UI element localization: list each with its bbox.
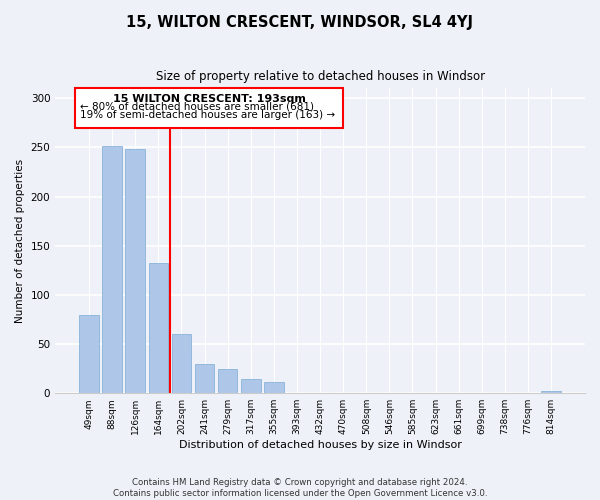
- Text: 19% of semi-detached houses are larger (163) →: 19% of semi-detached houses are larger (…: [80, 110, 335, 120]
- Bar: [541, 391, 561, 393]
- Bar: [264, 382, 284, 393]
- Text: 15, WILTON CRESCENT, WINDSOR, SL4 4YJ: 15, WILTON CRESCENT, WINDSOR, SL4 4YJ: [127, 15, 473, 30]
- Bar: [79, 314, 99, 393]
- Text: ← 80% of detached houses are smaller (681): ← 80% of detached houses are smaller (68…: [80, 101, 314, 111]
- Bar: [195, 364, 214, 393]
- Bar: [103, 146, 122, 393]
- Bar: [149, 264, 168, 393]
- Bar: [125, 150, 145, 393]
- X-axis label: Distribution of detached houses by size in Windsor: Distribution of detached houses by size …: [179, 440, 461, 450]
- Y-axis label: Number of detached properties: Number of detached properties: [15, 158, 25, 323]
- FancyBboxPatch shape: [75, 88, 343, 128]
- Bar: [241, 380, 260, 393]
- Bar: [218, 368, 238, 393]
- Title: Size of property relative to detached houses in Windsor: Size of property relative to detached ho…: [155, 70, 485, 83]
- Text: 15 WILTON CRESCENT: 193sqm: 15 WILTON CRESCENT: 193sqm: [113, 94, 305, 104]
- Text: Contains HM Land Registry data © Crown copyright and database right 2024.
Contai: Contains HM Land Registry data © Crown c…: [113, 478, 487, 498]
- Bar: [172, 334, 191, 393]
